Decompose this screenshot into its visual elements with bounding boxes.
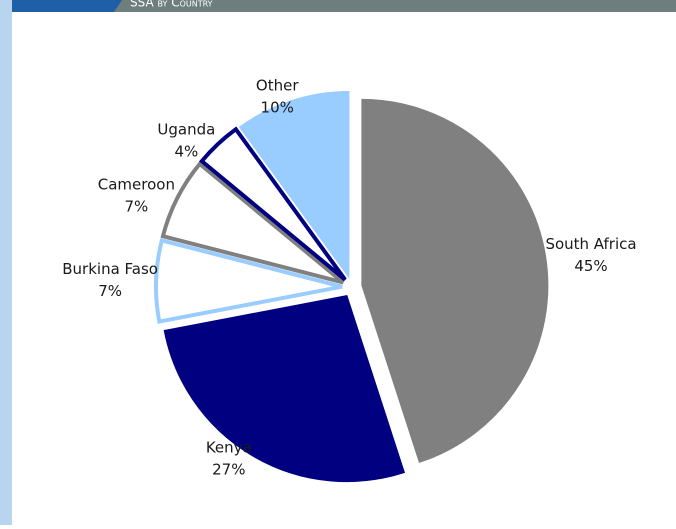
- pie-slice: [160, 161, 345, 285]
- slice-label: South Africa: [545, 235, 636, 253]
- slice-value-label: 27%: [212, 461, 245, 479]
- pie-slice: [199, 126, 347, 282]
- slice-value-label: 4%: [174, 143, 198, 161]
- slice-value-label: 45%: [574, 257, 607, 275]
- header-bar: [0, 0, 676, 12]
- header-tab: [0, 0, 122, 12]
- pie-slice: [361, 98, 549, 463]
- slice-label: Cameroon: [98, 176, 175, 194]
- slice-value-label: 7%: [124, 198, 148, 216]
- slice-value-label: 7%: [98, 282, 122, 300]
- slice-label: Kenya: [206, 439, 252, 457]
- pie-slice: [238, 90, 350, 280]
- slice-label: Burkina Faso: [62, 260, 158, 278]
- left-border: [0, 0, 12, 525]
- chart-title: SSA by Country: [130, 0, 213, 10]
- slice-label: Other: [256, 76, 299, 94]
- pie-slice: [154, 237, 343, 324]
- slice-label: Uganda: [157, 121, 215, 139]
- pie-slice: [163, 295, 406, 483]
- slice-value-label: 10%: [261, 98, 294, 116]
